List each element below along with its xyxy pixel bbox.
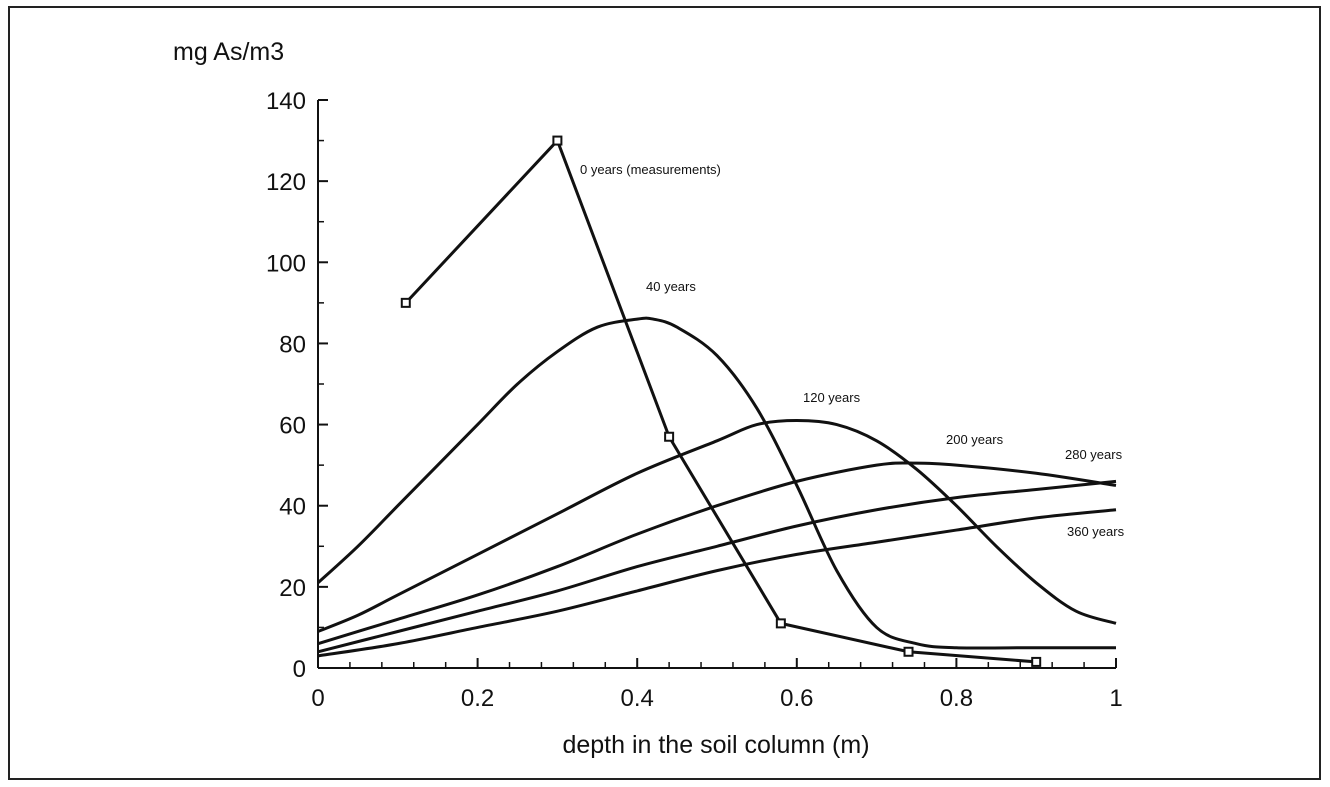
data-point-marker <box>400 297 411 308</box>
data-point-marker <box>1031 656 1042 667</box>
series-label: 200 years <box>946 432 1004 447</box>
data-point-marker <box>903 646 914 657</box>
series-line-280-years <box>317 479 1117 654</box>
axes: 0 20 40 60 80 100 120 140 0 0.2 0.4 0.6 0.8 1 <box>266 88 1123 712</box>
y-axis-label: mg As/m3 <box>173 38 284 66</box>
series-layer <box>316 135 1117 667</box>
series-line-0-years-measurements <box>404 137 1037 664</box>
x-tick-label: 0.2 <box>461 685 494 712</box>
series-line-40-years <box>316 316 1116 650</box>
data-point-marker <box>664 431 675 442</box>
data-point-marker <box>552 135 563 146</box>
y-tick-label: 120 <box>266 169 306 196</box>
series-label: 0 years (measurements) <box>580 162 721 177</box>
data-point-marker <box>775 618 786 629</box>
series-line-360-years <box>317 508 1117 658</box>
y-tick-label: 100 <box>266 250 306 277</box>
series-label: 280 years <box>1065 447 1123 462</box>
x-tick-label: 1 <box>1109 685 1122 712</box>
x-tick-label: 0 <box>311 685 324 712</box>
series-label: 360 years <box>1067 524 1125 539</box>
series-line-200-years <box>317 461 1117 646</box>
y-tick-label: 140 <box>266 88 306 115</box>
x-axis-label: depth in the soil column (m) <box>562 731 869 759</box>
x-tick-label: 0.8 <box>940 685 973 712</box>
y-tick-label: 80 <box>279 331 306 358</box>
chart-frame <box>8 6 1321 780</box>
series-labels: 0 years (measurements) 40 years 120 years 2… <box>580 162 1125 539</box>
y-tick-label: 60 <box>279 413 306 440</box>
series-label: 40 years <box>646 279 696 294</box>
y-tick-label: 20 <box>279 575 306 602</box>
series-label: 120 years <box>803 390 861 405</box>
y-tick-label: 0 <box>293 656 306 683</box>
series-line-120-years <box>317 419 1117 633</box>
x-tick-label: 0.4 <box>621 685 654 712</box>
y-tick-label: 40 <box>279 494 306 521</box>
x-tick-label: 0.6 <box>780 685 813 712</box>
